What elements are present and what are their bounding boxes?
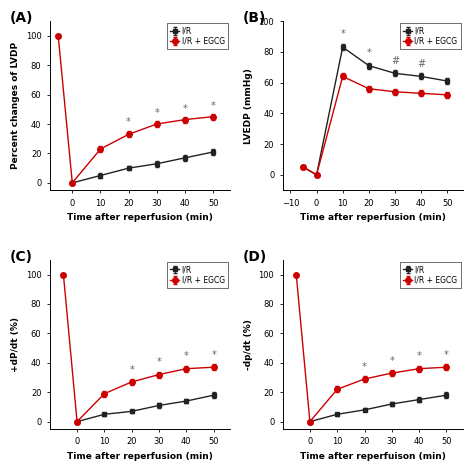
Text: *: * bbox=[366, 48, 371, 58]
Legend: I/R, I/R + EGCG: I/R, I/R + EGCG bbox=[167, 23, 228, 49]
X-axis label: Time after reperfusion (min): Time after reperfusion (min) bbox=[67, 213, 213, 222]
X-axis label: Time after reperfusion (min): Time after reperfusion (min) bbox=[300, 213, 446, 222]
Text: *: * bbox=[182, 104, 187, 114]
Text: #: # bbox=[391, 56, 399, 66]
Text: *: * bbox=[126, 117, 131, 127]
Text: *: * bbox=[156, 357, 162, 367]
Y-axis label: -dp/dt (%): -dp/dt (%) bbox=[244, 319, 253, 370]
Legend: I/R, I/R + EGCG: I/R, I/R + EGCG bbox=[167, 262, 228, 288]
Text: (D): (D) bbox=[243, 250, 267, 264]
Text: #: # bbox=[417, 59, 425, 69]
Text: *: * bbox=[390, 356, 394, 366]
Text: *: * bbox=[211, 101, 216, 111]
Y-axis label: Percent changes of LVDP: Percent changes of LVDP bbox=[11, 42, 20, 169]
Legend: I/R, I/R + EGCG: I/R, I/R + EGCG bbox=[400, 262, 461, 288]
Text: *: * bbox=[340, 29, 345, 40]
Y-axis label: LVEDP (mmHg): LVEDP (mmHg) bbox=[244, 67, 253, 143]
Text: *: * bbox=[184, 351, 189, 362]
Text: (A): (A) bbox=[10, 11, 34, 25]
Text: *: * bbox=[211, 350, 216, 360]
Text: *: * bbox=[417, 351, 421, 362]
Text: (C): (C) bbox=[10, 250, 33, 264]
X-axis label: Time after reperfuison (min): Time after reperfuison (min) bbox=[300, 452, 446, 461]
Y-axis label: +dP/dt (%): +dP/dt (%) bbox=[11, 317, 20, 372]
Text: (B): (B) bbox=[243, 11, 266, 25]
Text: *: * bbox=[155, 108, 159, 118]
Text: *: * bbox=[129, 364, 134, 375]
X-axis label: Time after reperfusion (min): Time after reperfusion (min) bbox=[67, 452, 213, 461]
Text: *: * bbox=[444, 350, 449, 360]
Text: *: * bbox=[362, 362, 367, 371]
Legend: I/R, I/R + EGCG: I/R, I/R + EGCG bbox=[400, 23, 461, 49]
